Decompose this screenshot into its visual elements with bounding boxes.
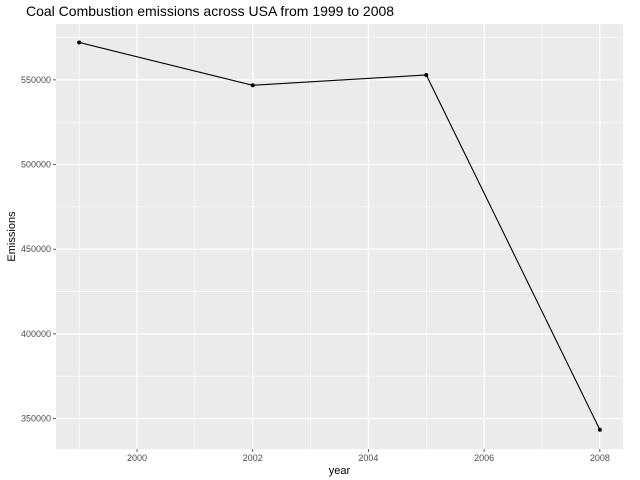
y-tick-label: 500000 <box>21 160 51 170</box>
minor-gridlines <box>56 24 623 449</box>
data-point <box>250 83 255 88</box>
chart-title: Coal Combustion emissions across USA fro… <box>26 3 395 19</box>
x-tick-label: 2004 <box>358 453 378 463</box>
y-axis-label: Emissions <box>6 211 18 262</box>
x-tick-label: 2002 <box>243 453 263 463</box>
plot-panel <box>56 24 623 449</box>
major-gridlines <box>56 24 623 449</box>
y-tick-label: 550000 <box>21 75 51 85</box>
y-tick-label: 450000 <box>21 244 51 254</box>
data-point <box>77 40 82 45</box>
y-axis-ticks: 350000 400000 450000 500000 550000 <box>21 75 56 424</box>
series-line <box>79 41 601 430</box>
series-group <box>77 40 602 432</box>
x-axis-label: year <box>329 465 351 477</box>
data-point <box>597 427 602 432</box>
y-tick-label: 400000 <box>21 329 51 339</box>
x-tick-label: 2000 <box>127 453 147 463</box>
x-tick-label: 2006 <box>474 453 494 463</box>
x-axis-ticks: 2000 2002 2004 2006 2008 <box>127 449 610 463</box>
data-point <box>424 72 429 77</box>
y-tick-label: 350000 <box>21 414 51 424</box>
x-tick-label: 2008 <box>590 453 610 463</box>
